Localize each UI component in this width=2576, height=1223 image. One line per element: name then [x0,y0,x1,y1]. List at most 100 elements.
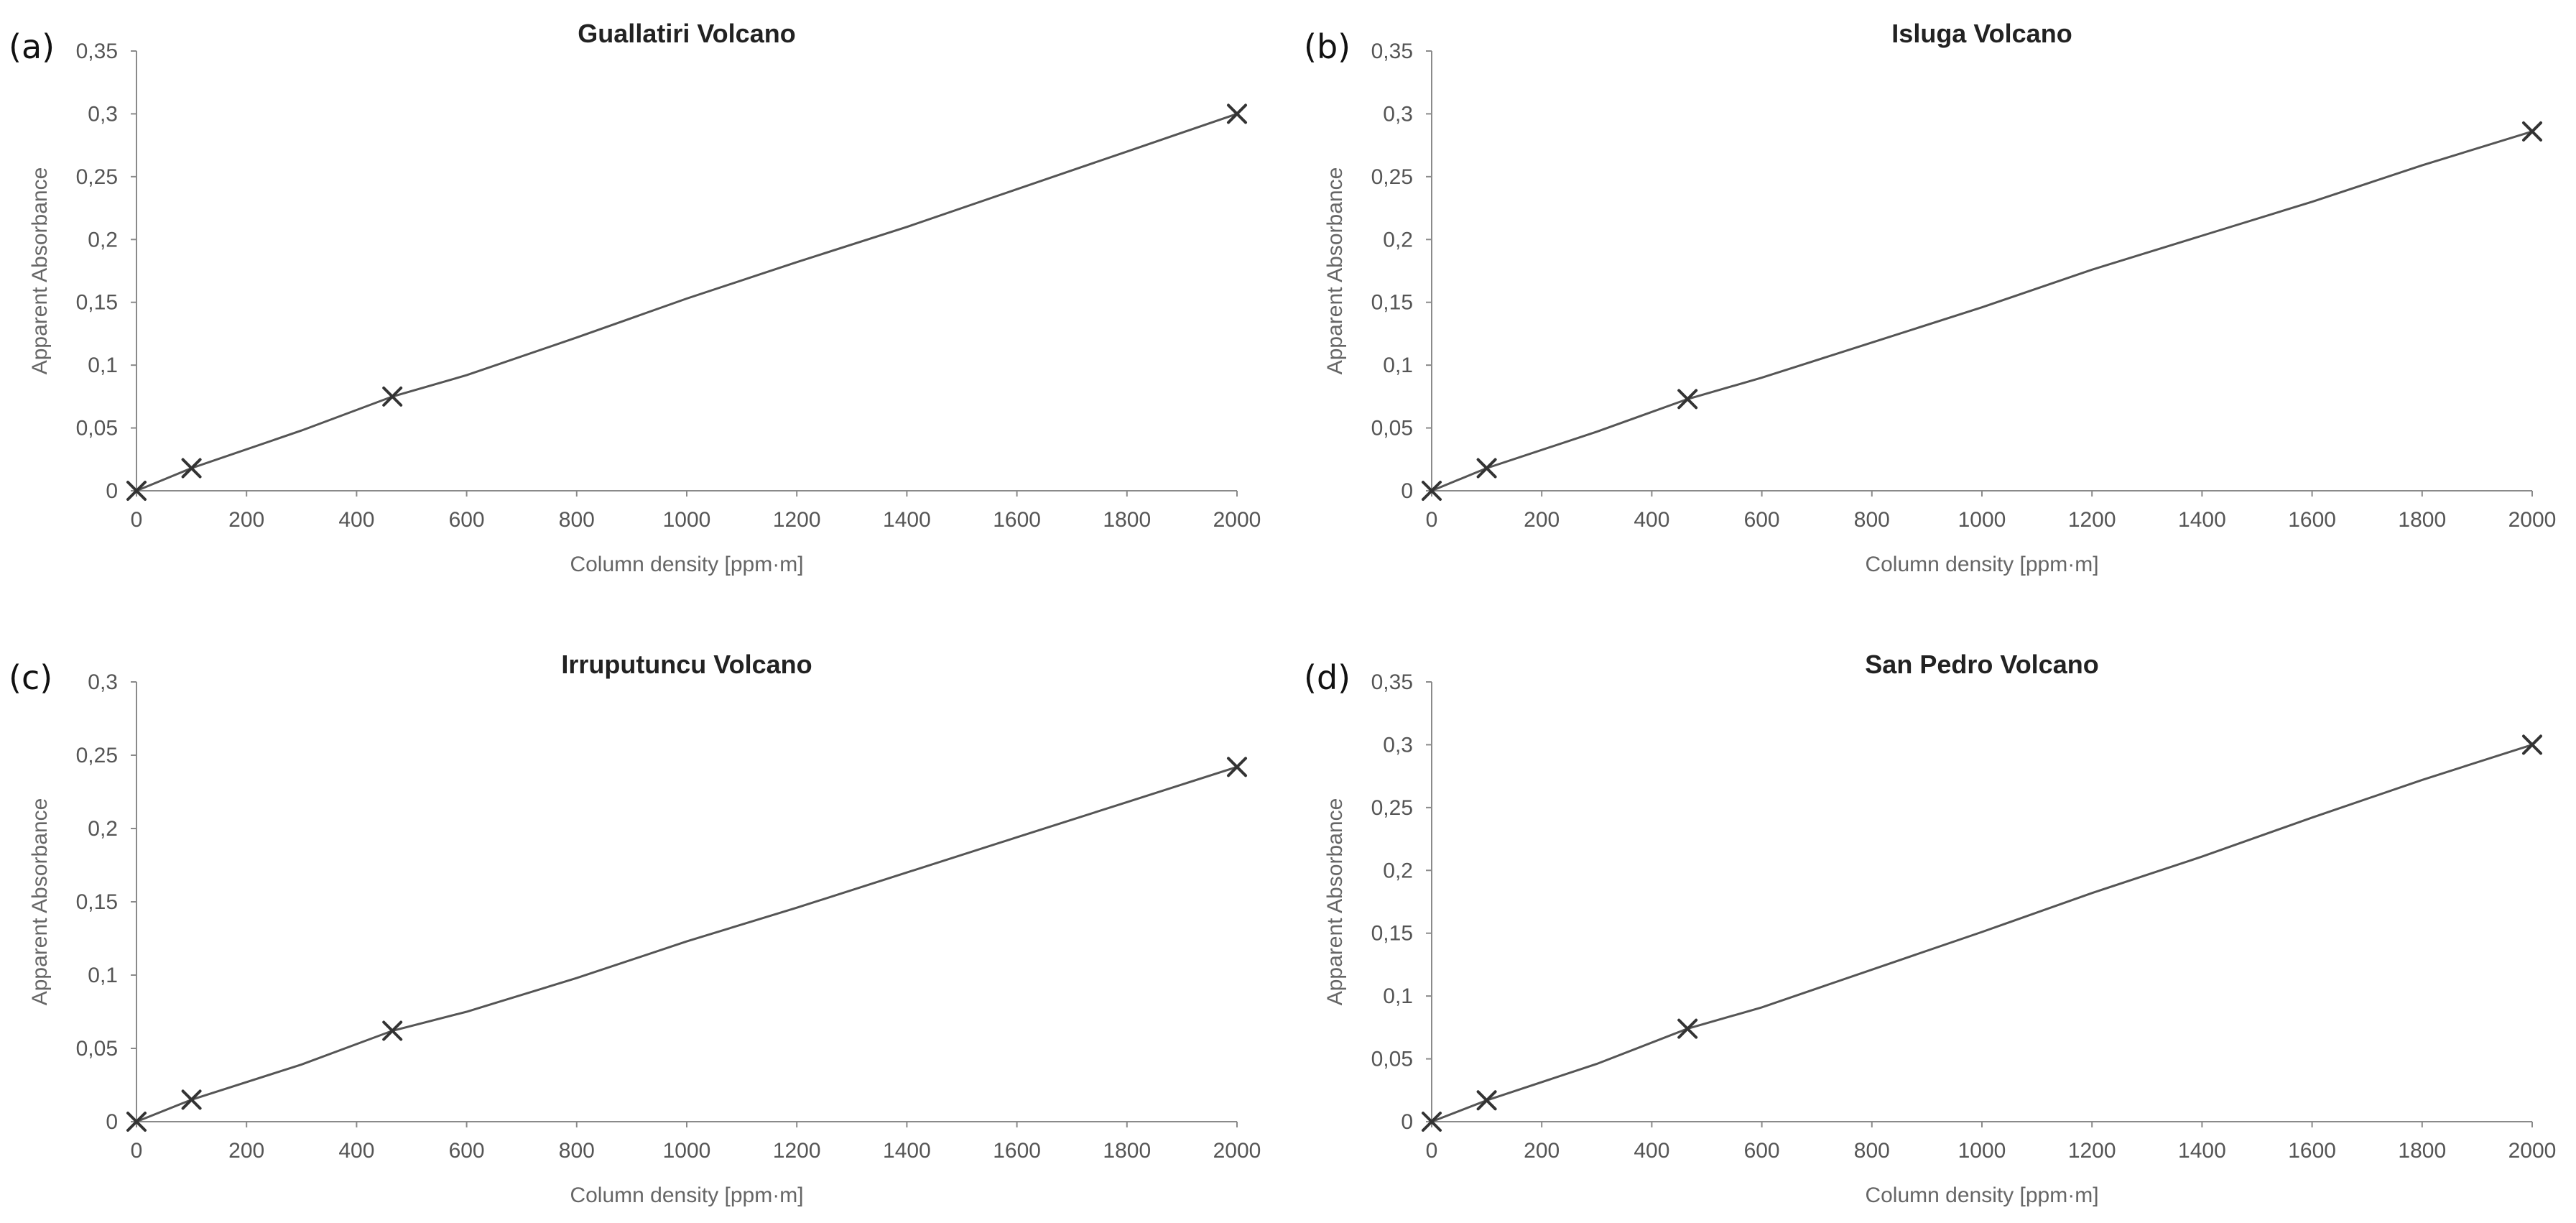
data-point-marker [382,386,403,407]
x-tick-label: 800 [1854,1139,1890,1163]
marker-stroke [181,458,202,479]
marker-stroke [1476,1090,1497,1111]
x-axis-label: Column density [ppm·m] [570,1183,803,1207]
x-tick-label: 1200 [2068,508,2116,532]
x-tick-label: 800 [559,508,595,532]
x-tick-label: 1600 [993,1139,1041,1163]
chart-panel-d: (d) San Pedro Volcano 0 0,05 0,1 0,15 0,2 0,25 0… [1304,650,2556,1207]
y-tick-label: 0,1 [1383,354,1413,377]
data-point-marker [126,1112,147,1132]
x-tick-label: 1800 [2398,508,2446,532]
chart-panel-a: (a) Guallatiri Volcano 0 0,05 0,1 0,15 0,2 0,25… [9,19,1261,576]
series-line [136,765,1238,1123]
y-tick-label: 0,2 [1383,859,1413,882]
y-tick-label: 0,2 [1383,228,1413,251]
y-tick-label: 0 [1401,479,1413,503]
x-tick-label: 2000 [1213,1139,1261,1163]
data-point-marker [382,1020,403,1041]
x-tick-label: 1600 [2288,508,2336,532]
y-tick-label: 0 [106,1110,118,1134]
y-tick-label: 0,35 [1371,40,1413,63]
x-tick-label: 1000 [663,1139,711,1163]
x-tick-label: 2000 [2508,508,2557,532]
marker-stroke [1227,103,1247,124]
marker-stroke [1476,458,1497,479]
marker-stroke [1422,481,1442,501]
y-axis-label: Apparent Absorbance [1323,798,1347,1006]
y-tick-label: 0,1 [88,964,118,987]
marker-stroke [382,386,403,407]
x-tick-label: 0 [131,508,143,532]
panel-label: (c) [9,658,52,697]
data-point-marker [1677,389,1698,410]
x-tick-label: 0 [1426,508,1438,532]
y-tick-label: 0,15 [1371,291,1413,315]
y-tick-label: 0,1 [1383,984,1413,1008]
x-tick-label: 600 [1744,508,1780,532]
x-tick-label: 600 [449,1139,485,1163]
x-tick-label: 1000 [1958,1139,2006,1163]
series-line [1431,130,2533,492]
y-tick-label: 0,05 [76,417,118,440]
series-line [136,112,1238,492]
x-tick-label: 1000 [663,508,711,532]
y-tick-label: 0 [1401,1110,1413,1134]
x-tick-label: 1600 [993,508,1041,532]
x-tick-label: 400 [338,508,374,532]
marker-stroke [1677,1018,1698,1039]
chart-title: San Pedro Volcano [1865,650,2098,679]
x-tick-label: 400 [1634,1139,1669,1163]
x-tick-label: 800 [1854,508,1890,532]
y-tick-label: 0,1 [88,354,118,377]
chart-title: Irruputuncu Volcano [561,650,812,679]
y-tick-label: 0 [106,479,118,503]
x-tick-label: 0 [131,1139,143,1163]
x-tick-label: 400 [338,1139,374,1163]
y-axis-label: Apparent Absorbance [1323,167,1347,375]
y-tick-label: 0,25 [1371,796,1413,820]
y-tick-label: 0,05 [1371,417,1413,440]
x-tick-label: 1400 [883,1139,931,1163]
marker-stroke [2522,121,2542,142]
data-point-marker [181,458,202,479]
y-tick-label: 0,25 [76,744,118,767]
y-tick-label: 0,3 [88,670,118,694]
data-point-marker [1227,103,1247,124]
marker-stroke [126,481,147,501]
data-point-marker [181,1089,202,1110]
data-point-marker [1677,1018,1698,1039]
x-tick-label: 600 [449,508,485,532]
marker-stroke [181,1089,202,1110]
y-axis-label: Apparent Absorbance [28,798,52,1006]
y-tick-label: 0,15 [1371,922,1413,946]
marker-stroke [2522,734,2542,755]
marker-stroke [382,1020,403,1041]
x-tick-label: 2000 [2508,1139,2557,1163]
y-tick-label: 0,3 [1383,733,1413,757]
panel-label: (d) [1304,658,1350,697]
data-point-marker [126,481,147,501]
marker-stroke [1422,1112,1442,1132]
y-tick-label: 0,25 [76,165,118,189]
chart-title: Guallatiri Volcano [578,19,795,48]
x-tick-label: 200 [228,1139,264,1163]
marker-stroke [126,1112,147,1132]
y-axis-label: Apparent Absorbance [28,167,52,375]
marker-stroke [1677,389,1698,410]
data-point-marker [1227,757,1247,777]
x-tick-label: 1800 [1103,508,1151,532]
y-tick-label: 0,35 [76,40,118,63]
chart-panel-b: (b) Isluga Volcano 0 0,05 0,1 0,15 0,2 0,25 0,3 0… [1304,19,2556,576]
x-tick-label: 1400 [883,508,931,532]
panel-label: (a) [9,27,55,66]
data-point-marker [1476,1090,1497,1111]
y-tick-label: 0,2 [88,817,118,841]
x-axis-label: Column density [ppm·m] [570,553,803,576]
data-point-marker [2522,121,2542,142]
y-tick-label: 0,3 [88,102,118,126]
y-tick-label: 0,3 [1383,102,1413,126]
x-tick-label: 200 [228,508,264,532]
x-tick-label: 400 [1634,508,1669,532]
x-tick-label: 1600 [2288,1139,2336,1163]
